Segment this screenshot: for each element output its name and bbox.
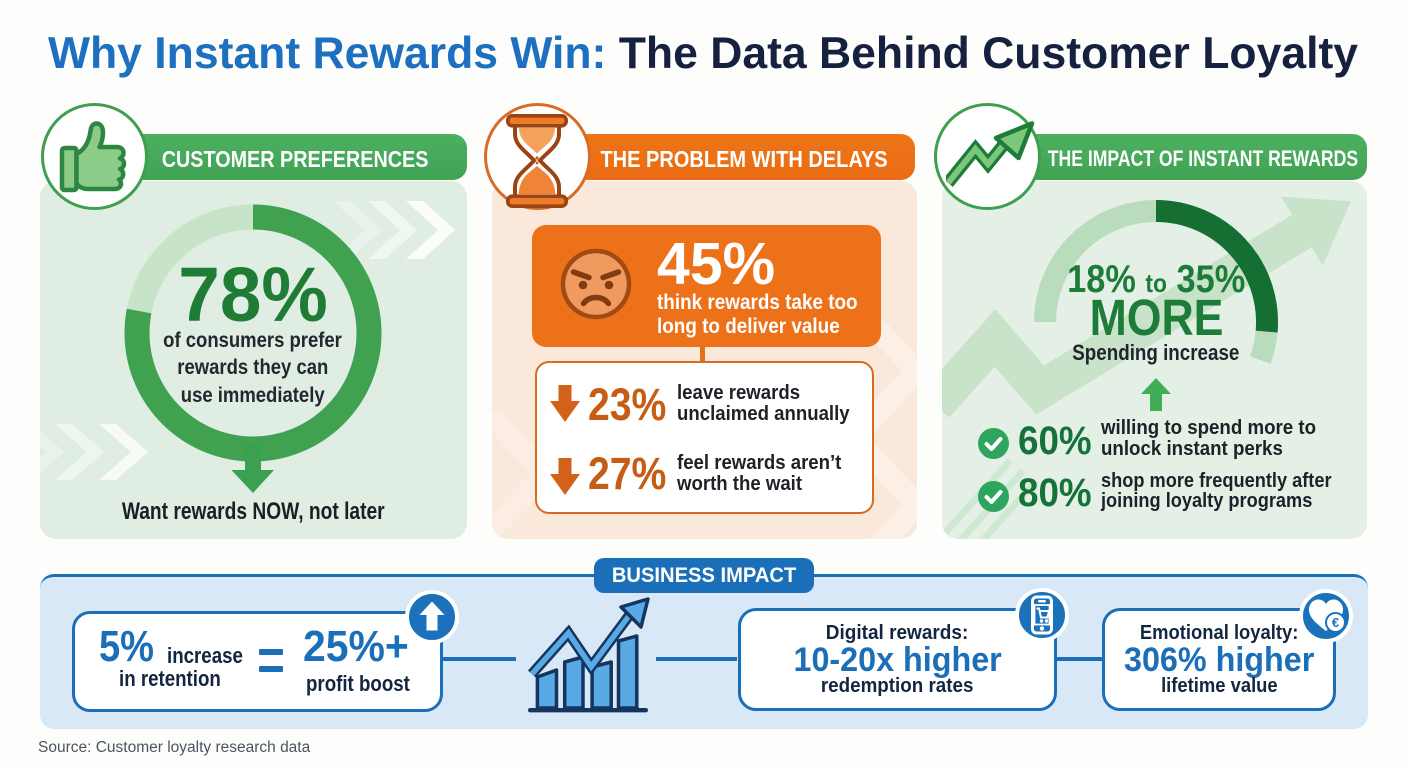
svg-text:€: €	[1331, 615, 1338, 630]
